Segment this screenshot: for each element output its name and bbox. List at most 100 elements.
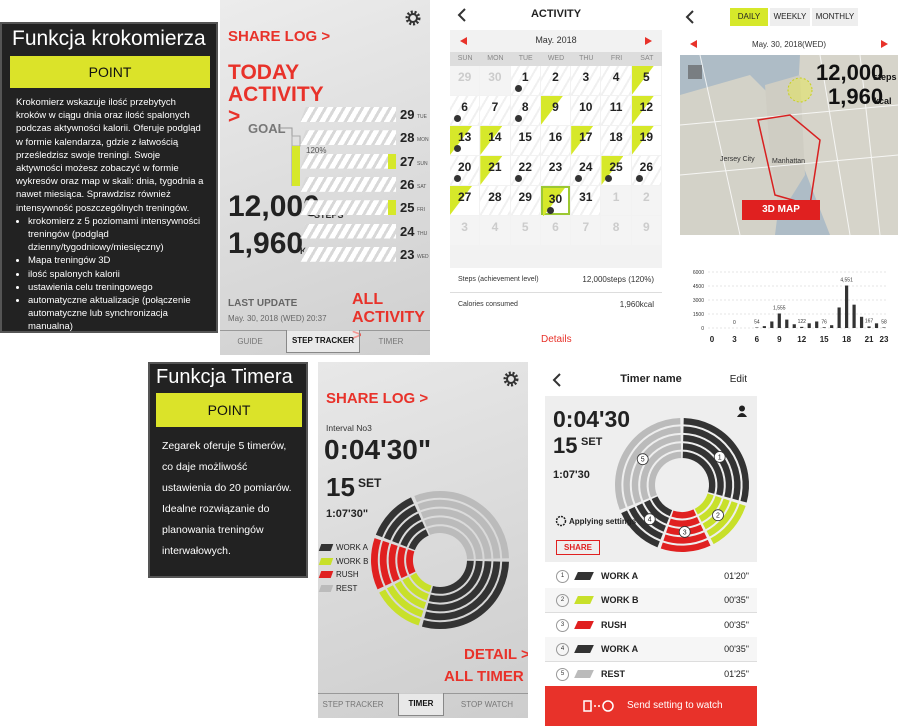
calendar-cell[interactable]: 2 xyxy=(540,66,571,95)
weekday-header: SUN xyxy=(450,52,481,66)
info-box: Funkcja Timera POINT Zegarek oferuje 5 t… xyxy=(148,362,308,578)
value-label: 58 xyxy=(881,319,887,325)
bar xyxy=(837,307,841,328)
ring-segment xyxy=(668,516,700,527)
details-link[interactable]: Details xyxy=(541,334,572,345)
edit-button[interactable]: Edit xyxy=(729,374,747,385)
calendar-cell[interactable]: 20 xyxy=(450,156,480,185)
segment-badge xyxy=(643,513,656,526)
ring-segment xyxy=(682,443,724,496)
detail-link[interactable]: DETAIL > xyxy=(464,646,528,663)
calendar-cell[interactable]: 7 xyxy=(480,96,510,125)
day-stripe xyxy=(480,96,510,125)
bar xyxy=(755,327,759,328)
calendar-cell[interactable]: 23 xyxy=(540,156,571,185)
gear-icon[interactable] xyxy=(502,370,520,388)
tab[interactable]: STEP TRACKER xyxy=(322,700,384,709)
calendar-cell[interactable]: 22 xyxy=(510,156,540,185)
calendar-cell[interactable]: 9 xyxy=(540,96,571,125)
calendar-cell[interactable]: 12 xyxy=(631,96,661,125)
tab[interactable]: TIMER xyxy=(378,337,404,346)
interval-row[interactable]: 3 RUSH 00'35" xyxy=(545,612,757,638)
all-timer-link[interactable]: ALL TIMER > xyxy=(444,668,528,685)
map-image xyxy=(680,55,898,235)
calendar-cell[interactable]: 3 xyxy=(571,66,601,95)
calendar-cell[interactable]: 4 xyxy=(601,66,631,95)
weekday-header: TUE xyxy=(510,52,541,66)
day-row: 28 MON xyxy=(220,129,430,147)
calendar-cell[interactable]: 27 xyxy=(450,186,480,215)
bullet: ustawienia celu treningowego xyxy=(28,281,204,294)
bar xyxy=(882,327,886,328)
calendar-cell[interactable]: 30 xyxy=(540,186,571,217)
calendar-cell[interactable]: 10 xyxy=(571,96,601,125)
day-number: 28 xyxy=(400,130,415,146)
date-arrows[interactable] xyxy=(680,37,898,51)
ring-segment xyxy=(397,546,408,579)
day-number: 29 xyxy=(400,107,415,122)
calendar-cell[interactable]: 26 xyxy=(631,156,661,185)
calendar-cell[interactable]: 18 xyxy=(601,126,631,155)
today-activity[interactable]: TODAY ACTIVITY > xyxy=(228,61,324,128)
day-number: 14 xyxy=(488,130,502,144)
calendar-cell[interactable]: 13 xyxy=(450,126,480,155)
tab[interactable]: STEP TRACKER xyxy=(286,330,360,353)
day-number: 4 xyxy=(491,220,499,234)
back-icon[interactable] xyxy=(456,7,468,23)
day-row: 25 FRI xyxy=(220,199,430,217)
gear-icon[interactable] xyxy=(404,9,422,27)
day-number: 3 xyxy=(461,220,468,234)
segment-badge xyxy=(713,451,726,463)
calendar-cell[interactable]: 6 xyxy=(450,96,480,125)
calendar-cell[interactable]: 11 xyxy=(601,96,631,125)
tab[interactable]: TIMER xyxy=(398,693,444,716)
calendar-cell[interactable]: 31 xyxy=(571,186,601,215)
day-number: 20 xyxy=(457,160,472,174)
calendar-cell[interactable]: 14 xyxy=(480,126,510,155)
back-icon[interactable] xyxy=(551,372,563,388)
day-number: 2 xyxy=(643,190,650,204)
calendar-cell[interactable]: 28 xyxy=(480,186,510,215)
calendar-cell[interactable]: 29 xyxy=(510,186,540,215)
segment-number: 5 xyxy=(641,457,645,464)
kcal-value: 1,960 xyxy=(828,84,884,109)
ring-segment xyxy=(428,560,483,603)
calendar-cell[interactable]: 1 xyxy=(510,66,540,95)
tab[interactable]: STOP WATCH xyxy=(460,700,514,709)
calendar-cell[interactable]: 24 xyxy=(571,156,601,185)
calendar-cell[interactable]: 21 xyxy=(480,156,510,185)
calendar-cell[interactable]: 17 xyxy=(571,126,601,155)
calendar-cell[interactable]: 5 xyxy=(631,66,661,95)
calendar-cell[interactable]: 19 xyxy=(631,126,661,155)
interval-time: 0:04'30 xyxy=(553,406,631,432)
weekday: TUE xyxy=(417,114,427,120)
share-button[interactable]: SHARE xyxy=(556,540,600,555)
value-label: 122 xyxy=(798,319,807,325)
back-icon[interactable] xyxy=(684,9,696,25)
row-duration: 00'35" xyxy=(724,595,749,606)
send-bar[interactable]: Send setting to watch xyxy=(545,686,757,726)
period-tab[interactable]: WEEKLY xyxy=(770,8,810,26)
row-swatch xyxy=(574,596,594,605)
interval-row[interactable]: 1 WORK A 01'20" xyxy=(545,564,757,589)
calendar-cell[interactable]: 8 xyxy=(510,96,540,125)
interval-row[interactable]: 4 WORK A 00'35" xyxy=(545,637,757,663)
share-log[interactable]: SHARE LOG > xyxy=(228,28,331,45)
period-tab[interactable]: DAILY xyxy=(730,8,768,26)
calendar-cell: 4 xyxy=(480,216,510,245)
tab[interactable]: GUIDE xyxy=(237,337,263,346)
calendar-cell[interactable]: 25 xyxy=(601,156,631,185)
calendar-cell[interactable]: 15 xyxy=(510,126,540,155)
period-tab[interactable]: MONTHLY xyxy=(812,8,858,26)
activity-icon xyxy=(575,175,583,182)
3d-map-button[interactable]: 3D MAP xyxy=(742,200,820,220)
day-row: 24 THU xyxy=(220,223,430,241)
weekday-header: WED xyxy=(540,52,572,66)
calendar-cell[interactable]: 16 xyxy=(540,126,571,155)
interval-row[interactable]: 5 REST 01'25" xyxy=(545,661,757,687)
month-arrows[interactable] xyxy=(450,34,662,48)
interval-row[interactable]: 2 WORK B 00'35" xyxy=(545,588,757,614)
goal-marker xyxy=(388,153,396,169)
bar xyxy=(770,321,774,328)
share-log[interactable]: SHARE LOG > xyxy=(326,390,429,407)
